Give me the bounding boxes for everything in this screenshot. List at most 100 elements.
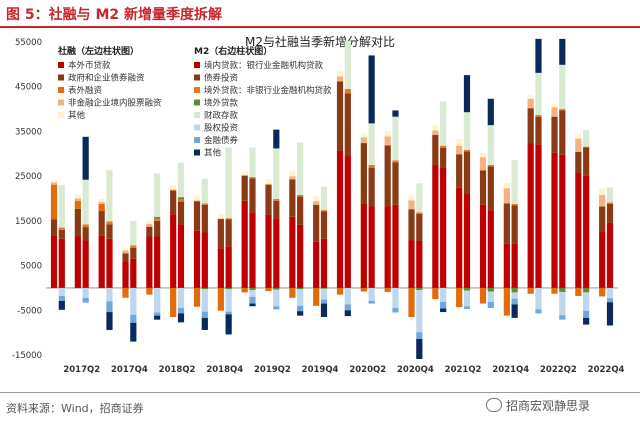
m2-bar-1 [177, 201, 185, 225]
tsf-bar-2 [289, 287, 296, 298]
m2-bar-2 [559, 109, 566, 111]
tsf-bar-3 [50, 182, 58, 185]
m2-bar-4 [440, 101, 447, 146]
x-tick-label: 2020Q4 [397, 365, 434, 375]
tsf-bar-4 [50, 179, 58, 183]
tsf-bar-3 [432, 130, 439, 136]
tsf-bar-0 [146, 236, 153, 288]
tsf-bar-4 [527, 94, 534, 99]
m2-bar-0 [344, 156, 351, 288]
tsf-bar-0 [74, 236, 81, 288]
legend-label: 境外贷款：非银行业金融机构贷款 [204, 85, 332, 96]
chart-title: M2与社融当季新增分解对比 [245, 35, 395, 49]
m2-bar-7 [392, 110, 399, 117]
m2-bar-6 [154, 312, 161, 316]
m2-bar-4 [344, 40, 351, 89]
tsf-bar-1 [360, 143, 367, 204]
m2-bar-6 [559, 315, 566, 320]
tsf-bar-0 [527, 143, 534, 288]
legend-swatch [58, 62, 64, 68]
m2-bar-1 [463, 151, 471, 195]
tsf-bar-1 [599, 206, 606, 233]
tsf-bar-2 [74, 200, 81, 209]
m2-bar-4 [225, 147, 232, 219]
m2-bar-0 [392, 204, 399, 288]
m2-bar-6 [487, 301, 494, 309]
tsf-bar-0 [50, 235, 58, 288]
tsf-bar-0 [479, 204, 487, 288]
tsf-bar-3 [313, 201, 320, 205]
m2-bar-0 [201, 232, 208, 288]
tsf-bar-0 [456, 187, 463, 288]
tsf-bar-1 [217, 219, 224, 249]
tsf-bar-0 [575, 173, 582, 288]
legend-swatch [194, 87, 200, 93]
tsf-bar-2 [50, 184, 58, 220]
m2-bar-7 [463, 75, 471, 113]
m2-bar-0 [463, 194, 471, 288]
m2-bar-1 [344, 93, 351, 157]
tsf-bar-3 [217, 218, 224, 220]
m2-bar-7 [535, 38, 542, 73]
m2-bar-7 [559, 38, 566, 65]
m2-bar-5 [583, 292, 590, 311]
m2-bar-7 [106, 312, 113, 330]
tsf-bar-2 [193, 287, 201, 307]
legend-swatch [194, 62, 200, 68]
m2-bar-0 [106, 238, 113, 288]
tsf-bar-0 [217, 248, 224, 288]
tsf-bar-3 [384, 136, 391, 146]
tsf-bar-3 [503, 188, 510, 204]
tsf-bar-4 [74, 194, 81, 199]
tsf-bar-2 [265, 287, 272, 292]
m2-bar-2 [249, 177, 256, 179]
m2-bar-3 [416, 287, 423, 291]
legend-label: 股权投资 [204, 123, 239, 134]
m2-bar-7 [201, 317, 208, 330]
m2-bar-3 [487, 287, 494, 292]
m2-bar-7 [416, 338, 423, 360]
m2-bar-3 [154, 216, 161, 219]
m2-bar-4 [559, 64, 566, 110]
y-tick-label: 55000 [15, 38, 42, 48]
m2-bar-3 [320, 287, 328, 289]
tsf-bar-3 [575, 138, 582, 152]
m2-bar-1 [392, 162, 399, 205]
m2-bar-2 [154, 218, 161, 221]
m2-bar-0 [225, 246, 232, 288]
m2-bar-7 [249, 303, 256, 307]
x-tick-label: 2018Q2 [159, 365, 196, 375]
m2-bar-1 [511, 205, 518, 244]
m2-bar-3 [297, 287, 304, 290]
m2-bar-0 [606, 222, 614, 288]
m2-bar-1 [201, 204, 208, 233]
tsf-bar-3 [98, 202, 105, 204]
watermark-text: 招商宏观静思录 [506, 399, 591, 413]
m2-bar-5 [416, 290, 423, 333]
m2-bar-1 [368, 167, 375, 207]
tsf-bar-3 [408, 200, 415, 210]
tsf-bar-2 [146, 287, 153, 295]
tsf-bar-2 [527, 287, 534, 294]
tsf-bar-0 [289, 216, 296, 288]
tsf-bar-3 [456, 145, 463, 155]
m2-bar-6 [440, 301, 447, 309]
legend-swatch [58, 74, 64, 81]
m2-bar-7 [82, 136, 89, 180]
legend-swatch [194, 137, 200, 143]
m2-bar-2 [511, 203, 518, 206]
tsf-bar-2 [241, 287, 248, 293]
tsf-bar-4 [551, 104, 558, 108]
m2-bar-1 [440, 147, 447, 168]
tsf-bar-3 [289, 176, 296, 180]
tsf-bar-0 [599, 232, 606, 288]
tsf-bar-2 [408, 287, 415, 317]
tsf-bar-0 [122, 261, 129, 288]
m2-bar-2 [440, 145, 447, 148]
m2-bar-6 [130, 314, 137, 323]
m2-bar-1 [249, 178, 256, 213]
m2-bar-7 [606, 302, 614, 326]
m2-bar-5 [106, 287, 113, 302]
m2-bar-6 [511, 298, 518, 305]
m2-bar-2 [320, 210, 328, 212]
